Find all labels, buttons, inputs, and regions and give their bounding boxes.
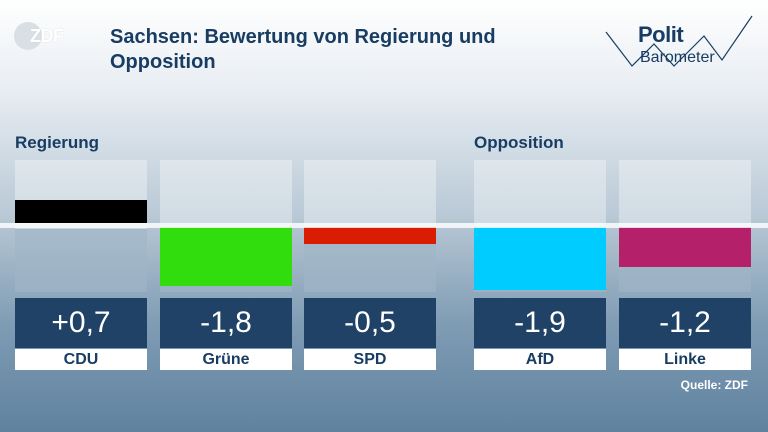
chart-title: Sachsen: Bewertung von Regierung und Opp… xyxy=(110,26,496,73)
politbarometer-logo: Polit Barometer xyxy=(604,14,754,76)
source-label: Quelle: ZDF xyxy=(680,378,748,392)
category-label-gruene: Grüne xyxy=(160,349,292,370)
section-label-opposition: Opposition xyxy=(474,133,564,152)
category-label-spd: SPD xyxy=(304,349,436,370)
value-label-linke: -1,2 xyxy=(619,298,751,348)
bar-linke xyxy=(619,227,751,267)
category-label-linke: Linke xyxy=(619,349,751,370)
value-label-gruene: -1,8 xyxy=(160,298,292,348)
zero-line xyxy=(0,223,768,228)
value-label-spd: -0,5 xyxy=(304,298,436,348)
value-label-afd: -1,9 xyxy=(474,298,606,348)
section-label-government: Regierung xyxy=(15,133,100,152)
bar-background-lower xyxy=(15,229,147,292)
bar-cdu xyxy=(15,199,147,223)
value-label-cdu: +0,7 xyxy=(15,298,147,348)
zdf-logo: ZDF xyxy=(14,22,82,50)
zdf-logo-text: ZDF xyxy=(30,26,64,46)
category-label-cdu: CDU xyxy=(15,349,147,370)
category-label-afd: AfD xyxy=(474,349,606,370)
politbarometer-zigzag-icon xyxy=(605,15,753,67)
bar-gruene xyxy=(160,227,292,287)
politbarometer-line2: Barometer xyxy=(640,49,715,66)
politbarometer-line1: Polit xyxy=(638,22,684,47)
bar-spd xyxy=(304,227,436,244)
bar-afd xyxy=(474,227,606,290)
zdf-logo-circle xyxy=(14,22,42,50)
